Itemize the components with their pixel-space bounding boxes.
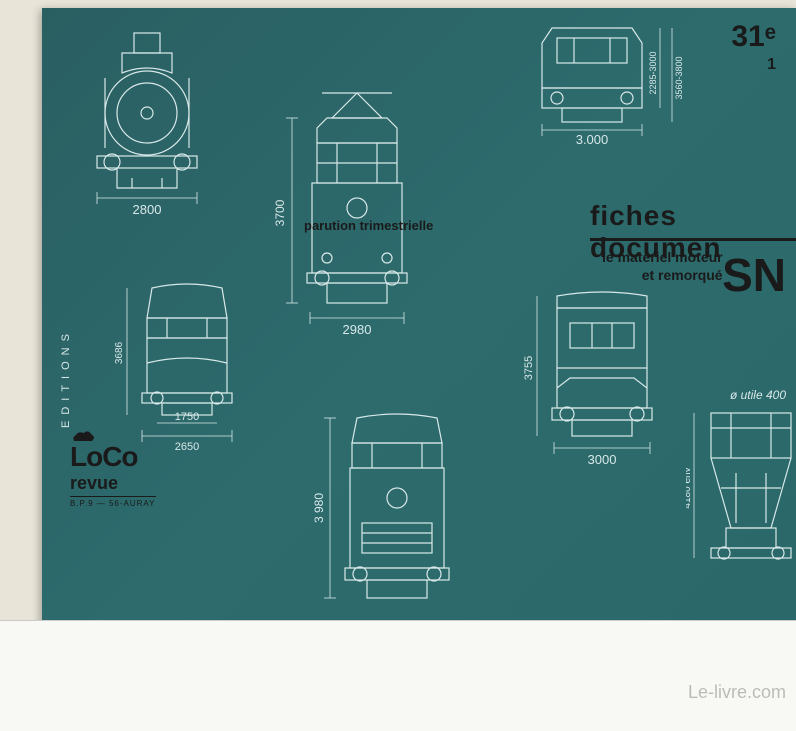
editions-label: EDITIONS (60, 328, 72, 428)
coach-right-drawing: 3000 3755 (522, 288, 692, 488)
watermark: Le-livre.com (688, 682, 786, 703)
logo-address: B.P.9 — 56-AURAY (70, 496, 156, 508)
subtitle-line2: et remorqué (642, 267, 723, 283)
steam-width-label: 2800 (133, 202, 162, 217)
wagon-tr-h1: 2285-3000 (648, 51, 658, 94)
coach-height: 3755 (523, 356, 535, 380)
electric-width-label: 2980 (343, 322, 372, 337)
subtitle-line1: le matériel moteur (602, 249, 723, 265)
logo-upper: LoCo (70, 441, 156, 473)
parution-label: parution trimestrielle (304, 218, 433, 233)
title-rule (590, 238, 796, 241)
brand-partial: SN (722, 248, 786, 302)
wagon-tr-width-label: 3.000 (576, 132, 609, 147)
railcar-width-lower: 2650 (175, 441, 199, 453)
railcar-width-upper: 1750 (175, 411, 199, 423)
wagon-top-right-drawing: 3.000 2285-3000 3560-3800 (512, 18, 692, 148)
coach-width: 3000 (588, 452, 617, 467)
wagon-tr-h2: 3560-3800 (674, 56, 684, 99)
diesel-bottom-drawing: 3 980 (312, 408, 482, 628)
publisher-logo: LoCo revue B.P.9 — 56-AURAY (70, 427, 156, 508)
page-below (0, 620, 796, 731)
magazine-cover: 2800 (42, 8, 796, 628)
diesel-height: 3 980 (312, 493, 326, 523)
railcar-height: 3686 (114, 341, 125, 364)
issue-number: 31ᵉ (731, 20, 776, 54)
issue-year: 1 (767, 56, 776, 74)
hopper-right-drawing: 4180 env (686, 408, 796, 618)
logo-lower: revue (70, 473, 156, 494)
electric-height-label: 3700 (273, 199, 287, 226)
hopper-height: 4180 env (686, 467, 693, 508)
diameter-note: ø utile 400 (730, 388, 786, 402)
subtitle: le matériel moteur et remorqué (602, 248, 723, 284)
steam-loco-drawing: 2800 (62, 28, 232, 218)
